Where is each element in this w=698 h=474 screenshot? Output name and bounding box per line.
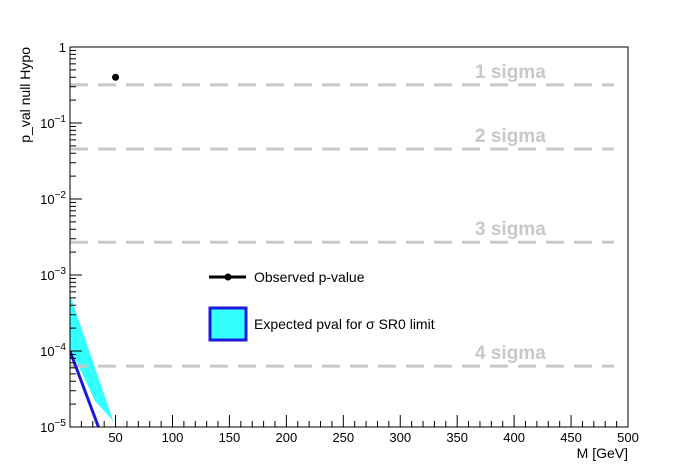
observed-point-1 [112,73,120,81]
x-tick-label: 350 [446,430,468,445]
x-axis-title: M [GeV] [577,445,628,461]
sigma-label-4: 4 sigma [475,343,546,364]
y-tick-label: 1 [59,40,66,55]
x-tick-label: 50 [108,430,122,445]
y-tick-label: 10−3 [40,266,66,283]
y-tick-label: 10−1 [40,114,66,131]
sigma-label-2: 2 sigma [475,126,546,147]
sigma-label-1: 1 sigma [475,62,546,83]
y-axis-title: p_val null Hypo [17,47,33,143]
sigma-label-3: 3 sigma [475,219,546,240]
legend: Observed p-value Expected pval for σ SR0 … [208,269,435,342]
x-tick-label: 150 [219,430,241,445]
y-tick-label: 10−4 [40,342,66,359]
plot-frame [69,46,629,428]
legend-observed-label: Observed p-value [254,269,365,285]
sigma-reference-layer: 1 sigma 2 sigma 3 sigma 4 sigma [70,62,614,368]
x-tick-label: 100 [162,430,184,445]
legend-observed-marker [224,273,232,281]
expected-band [70,294,114,421]
y-tick-label: 10−5 [40,418,66,435]
legend-expected-swatch [208,306,248,342]
x-tick-label: 500 [617,430,639,445]
expected-line [70,350,100,427]
y-tick-label: 10−2 [40,190,66,207]
x-tick-label: 250 [332,430,354,445]
x-tick-label: 200 [276,430,298,445]
observed-layer [112,73,120,81]
expected-line-layer [70,350,100,427]
x-tick-label: 400 [503,430,525,445]
legend-expected-label: Expected pval for σ SR0 limit [254,316,435,332]
expected-band-layer [70,294,114,421]
axes-layer: 50 100 150 200 250 300 350 400 450 500 10−5 10−4 10−… [17,40,639,461]
x-tick-label: 450 [560,430,582,445]
x-tick-label: 300 [389,430,411,445]
